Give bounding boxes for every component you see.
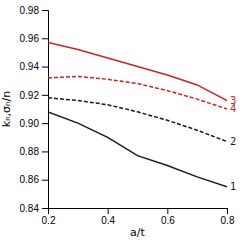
x-axis-tick-mark bbox=[108, 208, 109, 214]
x-axis-line bbox=[49, 209, 228, 215]
y-axis-title: kₙ,σₙ/n bbox=[0, 91, 13, 127]
y-axis-tick-label: 0.90 bbox=[20, 118, 40, 129]
x-axis-tick: 0.8 bbox=[221, 208, 235, 226]
y-axis-tick: 0.92 bbox=[20, 90, 48, 101]
series-line bbox=[48, 43, 227, 101]
series-line bbox=[48, 76, 227, 109]
y-axis-tick-mark bbox=[42, 10, 48, 11]
y-axis-tick-mark bbox=[42, 123, 48, 124]
y-axis-tick-label: 0.94 bbox=[20, 61, 40, 72]
y-axis: 0.84 0.86 0.88 0.90 0.92 0.94 0.96 0.98 bbox=[20, 5, 49, 214]
x-axis-tick-label: 0.8 bbox=[221, 215, 235, 226]
y-axis-tick-label: 0.86 bbox=[20, 174, 40, 185]
x-axis-title: a/t bbox=[130, 226, 145, 239]
y-axis-line bbox=[42, 11, 49, 209]
x-axis-tick: 0.4 bbox=[101, 208, 115, 226]
x-axis-tick: 0.2 bbox=[42, 208, 56, 226]
chart-svg: 0.2 0.4 0.6 0.8 0.84 0.86 0.88 0.90 0.92 0.94 0.96… bbox=[0, 0, 243, 240]
y-axis-tick: 0.90 bbox=[20, 118, 48, 129]
line-label: 1 bbox=[230, 181, 236, 192]
y-axis-tick: 0.84 bbox=[20, 203, 48, 214]
y-axis-tick-mark bbox=[42, 38, 48, 39]
y-axis-tick: 0.88 bbox=[20, 146, 48, 157]
y-axis-tick-label: 0.88 bbox=[20, 146, 40, 157]
x-axis-tick: 0.6 bbox=[161, 208, 175, 226]
x-axis-tick-mark bbox=[167, 208, 168, 214]
plot: 0.2 0.4 0.6 0.8 0.84 0.86 0.88 0.90 0.92 0.94 0.96… bbox=[0, 5, 236, 239]
y-axis-tick-mark bbox=[42, 95, 48, 96]
line-label: 2 bbox=[230, 136, 236, 147]
lines bbox=[48, 43, 227, 187]
x-axis-tick-label: 0.2 bbox=[42, 215, 56, 226]
chart-container: 0.2 0.4 0.6 0.8 0.84 0.86 0.88 0.90 0.92 0.94 0.96… bbox=[0, 0, 243, 240]
line-labels: 1234 bbox=[230, 95, 236, 192]
y-axis-tick-label: 0.92 bbox=[20, 90, 40, 101]
x-axis-tick-mark bbox=[227, 208, 228, 214]
x-axis: 0.2 0.4 0.6 0.8 bbox=[42, 208, 235, 226]
y-axis-tick-label: 0.98 bbox=[20, 5, 40, 16]
y-axis-tick: 0.96 bbox=[20, 33, 48, 44]
y-axis-tick-label: 0.96 bbox=[20, 33, 40, 44]
y-axis-tick-label: 0.84 bbox=[20, 203, 40, 214]
y-axis-tick: 0.86 bbox=[20, 174, 48, 185]
x-axis-tick-label: 0.6 bbox=[161, 215, 175, 226]
y-axis-tick-mark bbox=[42, 151, 48, 152]
line-label: 4 bbox=[230, 103, 236, 114]
y-axis-tick-mark bbox=[42, 180, 48, 181]
y-axis-tick-mark bbox=[42, 67, 48, 68]
y-axis-tick-mark bbox=[42, 208, 48, 209]
y-axis-tick: 0.94 bbox=[20, 61, 48, 72]
y-axis-tick: 0.98 bbox=[20, 5, 48, 16]
x-axis-tick-label: 0.4 bbox=[101, 215, 115, 226]
series-line bbox=[48, 112, 227, 187]
series-line bbox=[48, 98, 227, 142]
